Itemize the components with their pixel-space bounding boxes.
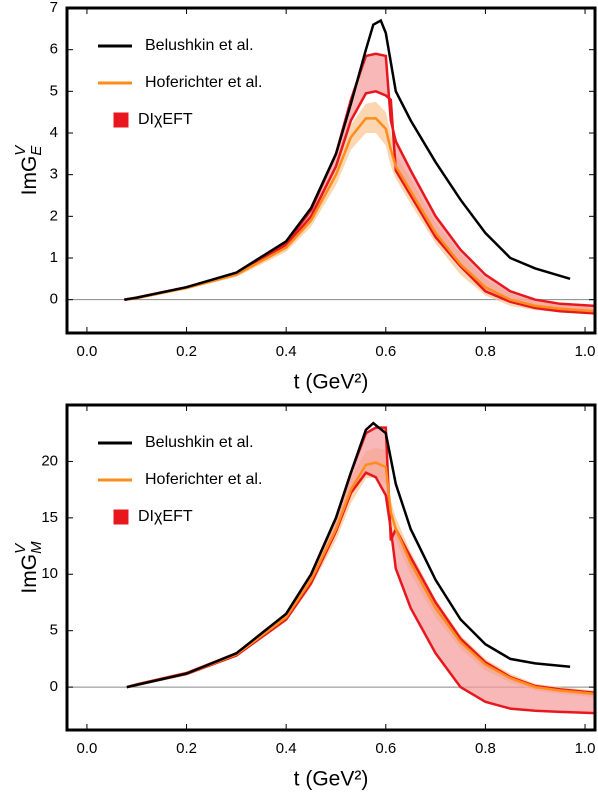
y-tick-label: 20	[41, 452, 58, 469]
x-tick-label: 0.6	[375, 343, 396, 360]
y-axis-label: ImGVE	[12, 144, 45, 196]
legend-label: Belushkin et al.	[145, 37, 254, 54]
plot-area	[67, 421, 595, 715]
line	[124, 18, 571, 301]
uncertainty-band	[124, 53, 595, 314]
x-tick-label: 0.0	[76, 343, 97, 360]
y-tick-label: 10	[41, 565, 58, 582]
x-tick-label: 0.2	[176, 740, 197, 757]
x-tick-label: 0.0	[76, 740, 97, 757]
y-tick-label: 5	[50, 82, 58, 99]
y-tick-label: 15	[41, 509, 58, 526]
y-axis-label-sup: V	[12, 144, 29, 156]
x-tick-label: 0.4	[276, 740, 297, 757]
y-tick-label: 7	[50, 0, 58, 16]
x-tick-label: 0.8	[475, 343, 496, 360]
band-edge-lower	[126, 471, 595, 715]
uncertainty-band	[124, 101, 595, 314]
x-tick-label: 0.4	[276, 343, 297, 360]
y-tick-label: 6	[50, 41, 58, 58]
y-tick-label: 2	[50, 207, 58, 224]
y-tick-label: 3	[50, 166, 58, 183]
legend-swatch	[113, 509, 129, 525]
x-tick-label: 1.0	[575, 740, 596, 757]
y-axis-label: ImGVM	[12, 541, 45, 594]
legend-label: Hoferichter et al.	[145, 74, 262, 91]
line	[124, 117, 595, 313]
legend-label: Belushkin et al.	[145, 434, 254, 451]
plot-area	[67, 18, 595, 315]
x-tick-label: 0.6	[375, 740, 396, 757]
y-tick-label: 5	[50, 622, 58, 639]
plot-frame	[65, 6, 597, 335]
x-tick-label: 0.8	[475, 740, 496, 757]
x-tick-label: 0.2	[176, 343, 197, 360]
legend-label: DIχEFT	[138, 111, 193, 128]
legend-label: DIχEFT	[138, 508, 193, 525]
y-axis-label-sub: M	[28, 541, 45, 554]
y-tick-label: 0	[50, 678, 58, 695]
x-tick-label: 1.0	[575, 343, 596, 360]
plot-frame	[65, 403, 597, 732]
chart-panel: 0.0 0.2 0.4 0.6 0.8 1.0 0 1 2 3 4 5 6 7 t (GeV²) ImGVE B…	[12, 0, 597, 394]
legend-label: Hoferichter et al.	[145, 471, 262, 488]
y-tick-label: 1	[50, 249, 58, 266]
line	[126, 461, 595, 696]
y-axis-label-sub: E	[28, 145, 45, 156]
chart-panel: 0.0 0.2 0.4 0.6 0.8 1.0 0 5 10 15 20 t (GeV²) ImGVM B…	[12, 403, 597, 791]
y-axis-label-sup: V	[12, 542, 29, 554]
legend-swatch	[113, 112, 129, 128]
line	[126, 421, 571, 689]
x-axis-label: t (GeV²)	[294, 371, 369, 394]
y-tick-label: 0	[50, 291, 58, 308]
y-tick-label: 4	[50, 124, 58, 141]
x-axis-label: t (GeV²)	[294, 768, 369, 791]
y-axis-label-base: ImG	[18, 156, 41, 196]
y-axis-label-base: ImG	[18, 554, 41, 594]
